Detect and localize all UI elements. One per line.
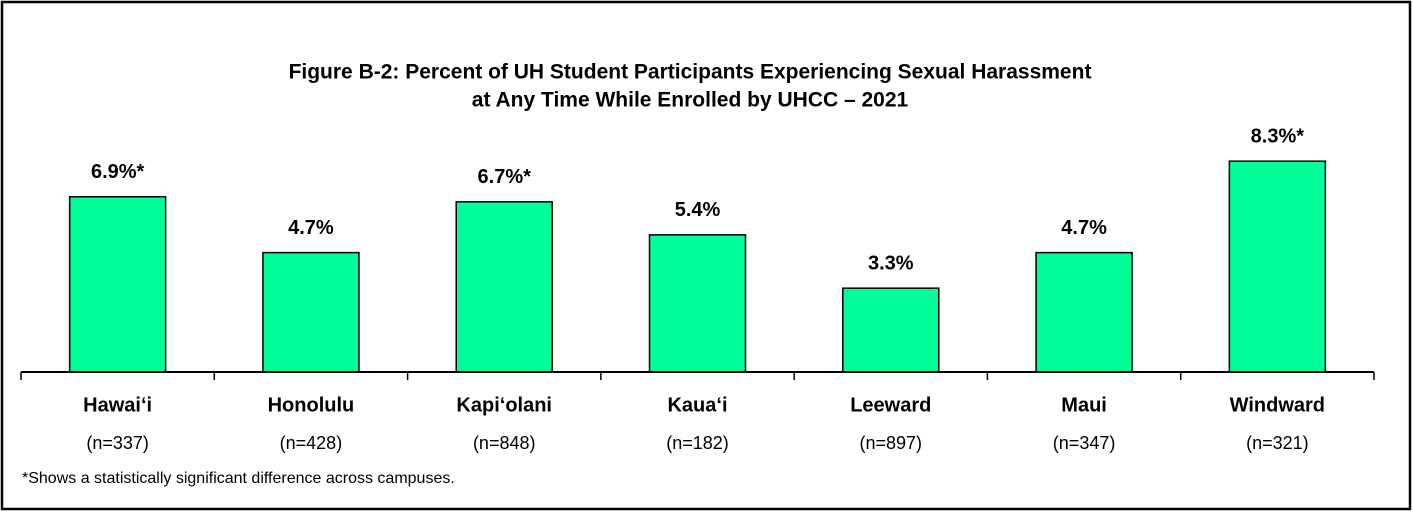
bar (842, 287, 940, 373)
sample-size: (n=347) (1053, 433, 1116, 453)
footnote: *Shows a statistically significant diffe… (22, 470, 455, 487)
chart-title: at Any Time While Enrolled by UHCC – 202… (472, 89, 909, 112)
sample-size: (n=321) (1246, 433, 1309, 453)
value-label: 4.7% (288, 217, 334, 239)
bar (1228, 160, 1327, 373)
bar (455, 201, 553, 373)
x-tick-label: Kaua‘i (667, 394, 727, 416)
sample-size: (n=428) (280, 433, 343, 453)
x-tick-label: Honolulu (268, 394, 355, 416)
value-label: 4.7% (1061, 217, 1107, 239)
chart-title: Figure B-2: Percent of UH Student Partic… (289, 61, 1092, 84)
x-tick-label: Windward (1230, 394, 1325, 416)
sample-size: (n=897) (860, 433, 923, 453)
sample-size: (n=182) (666, 433, 729, 453)
x-tick-label: Hawai‘i (83, 394, 152, 416)
value-label: 5.4% (675, 199, 721, 221)
bar (1035, 251, 1133, 373)
bar (648, 234, 747, 373)
sample-size: (n=337) (86, 433, 149, 453)
value-label: 8.3%* (1251, 125, 1305, 147)
x-tick-label: Maui (1061, 394, 1107, 416)
bar (262, 251, 360, 373)
value-label: 6.9%* (91, 161, 145, 183)
bar (68, 195, 167, 373)
x-tick-label: Leeward (850, 394, 931, 416)
sample-size: (n=848) (473, 433, 536, 453)
value-label: 3.3% (868, 252, 914, 274)
x-tick-label: Kapi‘olani (456, 394, 552, 416)
value-label: 6.7%* (478, 166, 532, 188)
